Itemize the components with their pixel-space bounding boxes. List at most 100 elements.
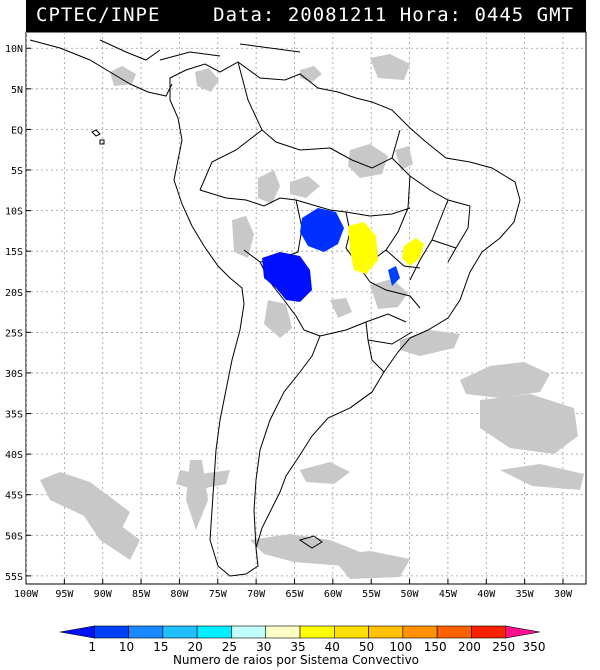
lightning-cluster-blue <box>300 208 344 252</box>
legend-title: Numero de raios por Sistema Convectivo <box>173 653 419 667</box>
cloud-area <box>290 176 320 198</box>
cloud-area <box>195 68 219 92</box>
lon-label: 100W <box>14 589 39 600</box>
longitude-labels: 100W 95W 90W 85W 80W 75W 70W 65W 60W 55W 50W 45W 40W… <box>14 579 573 600</box>
legend-colorbar <box>59 625 541 639</box>
date-label: Data: <box>213 4 276 26</box>
legend-swatch <box>59 625 95 639</box>
legend-label: 10 <box>119 640 134 654</box>
legend-label: 25 <box>222 640 237 654</box>
legend-label: 250 <box>492 640 515 654</box>
lat-label: 45S <box>5 491 23 502</box>
legend-swatch <box>505 625 541 639</box>
lon-label: 30W <box>554 589 573 600</box>
legend: 1 10 15 20 25 30 35 40 50 100 150 200 250 350 Numero … <box>59 625 545 667</box>
lat-label: 10S <box>5 207 23 218</box>
lon-label: 70W <box>247 589 266 600</box>
legend-swatch <box>368 625 404 639</box>
legend-swatch <box>93 625 129 639</box>
cloud-area <box>186 460 208 530</box>
legend-label: 40 <box>325 640 340 654</box>
lon-label: 40W <box>477 589 496 600</box>
legend-swatch <box>471 625 507 639</box>
satellite-cloud-cover <box>40 54 584 579</box>
legend-swatch <box>333 625 369 639</box>
galapagos-islands <box>91 129 105 145</box>
legend-swatch <box>299 625 335 639</box>
lat-label: 30S <box>5 369 23 380</box>
lon-label: 75W <box>209 589 228 600</box>
lat-label: 5N <box>11 85 23 96</box>
continent-coastline <box>169 61 521 577</box>
legend-labels: 1 10 15 20 25 30 35 40 50 100 150 200 250 350 <box>88 640 545 654</box>
time-label: Hora: <box>399 4 462 26</box>
lat-label: 10N <box>5 44 23 55</box>
lon-label: 90W <box>94 589 113 600</box>
map-gridlines <box>26 32 586 584</box>
legend-label: 1 <box>88 640 96 654</box>
lon-label: 55W <box>362 589 381 600</box>
cloud-area <box>80 510 140 560</box>
legend-label: 15 <box>153 640 168 654</box>
legend-swatch <box>196 625 232 639</box>
lightning-map: 10N5NEQ5S10S15S20S25S30S35S40S45S50S55S … <box>5 31 587 600</box>
caribbean-islands <box>159 43 301 61</box>
legend-label: 35 <box>290 640 305 654</box>
lat-label: 20S <box>5 288 23 299</box>
legend-label: 200 <box>458 640 481 654</box>
central-america <box>29 39 173 97</box>
date-value: 20081211 <box>287 4 388 26</box>
lon-label: 45W <box>439 589 458 600</box>
brazil-state-borders <box>345 157 471 345</box>
lon-label: 65W <box>285 589 304 600</box>
lat-label: EQ <box>11 125 23 136</box>
cloud-area <box>264 300 292 338</box>
map-frame <box>25 31 587 585</box>
falkland-islands <box>298 535 323 549</box>
cloud-area <box>348 144 388 178</box>
time-value: 0445 <box>474 4 525 26</box>
yucatan <box>99 39 161 61</box>
cloud-area <box>232 216 254 258</box>
legend-label: 30 <box>256 640 271 654</box>
legend-label: 50 <box>359 640 374 654</box>
cloud-area <box>395 146 413 170</box>
cloud-area <box>480 394 578 454</box>
latitude-labels: 10N 5N EQ 5S 10S 15S 20S 25S 30S 35S 40S 45S 50S 55S <box>5 44 31 583</box>
lightning-systems <box>262 208 424 302</box>
legend-label: 350 <box>523 640 546 654</box>
datetime-label: Data: 20081211 Hora: 0445 GMT <box>213 4 574 26</box>
cloud-area <box>258 170 280 204</box>
lat-label: 40S <box>5 450 23 461</box>
source-label: CPTEC/INPE <box>36 4 161 26</box>
lon-label: 95W <box>55 589 74 600</box>
cloud-area <box>500 464 584 490</box>
lon-label: 60W <box>324 589 343 600</box>
legend-swatch <box>128 625 164 639</box>
lon-label: 50W <box>401 589 420 600</box>
cloud-area <box>330 298 352 318</box>
lat-label: 35S <box>5 410 23 421</box>
legend-label: 150 <box>424 640 447 654</box>
legend-swatch <box>402 625 438 639</box>
cloud-area <box>460 362 550 398</box>
lat-label: 50S <box>5 531 23 542</box>
lightning-cluster-small-blue <box>388 266 400 286</box>
lat-label: 25S <box>5 328 23 339</box>
cloud-area <box>300 462 350 484</box>
cloud-area <box>110 66 136 86</box>
legend-swatch <box>162 625 198 639</box>
lightning-cluster-yellow-east <box>402 238 424 266</box>
legend-swatch <box>265 625 301 639</box>
legend-swatch <box>231 625 267 639</box>
legend-label: 100 <box>389 640 412 654</box>
cloud-area <box>400 330 460 356</box>
lightning-cluster-yellow <box>348 222 378 274</box>
lon-label: 80W <box>170 589 189 600</box>
cloud-area <box>370 54 410 80</box>
lightning-cluster-dark-blue <box>262 252 312 302</box>
lat-label: 15S <box>5 247 23 258</box>
map-header: CPTEC/INPE Data: 20081211 Hora: 0445 GMT <box>26 0 586 32</box>
cloud-area <box>330 551 410 579</box>
legend-label: 20 <box>188 640 203 654</box>
